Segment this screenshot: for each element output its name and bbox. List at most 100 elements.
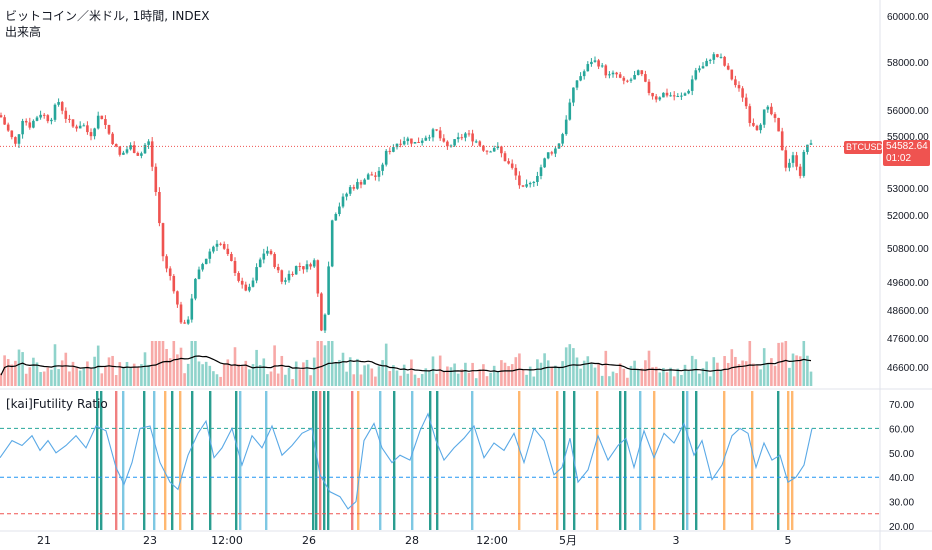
candle-body [532, 181, 536, 183]
price-tick-label: 58000.00 [887, 58, 929, 69]
volume-bar [680, 374, 683, 386]
price-tick-label: 55000.00 [887, 132, 929, 143]
volume-bar [665, 372, 669, 386]
candle-body [172, 275, 176, 292]
volume-bar [453, 363, 456, 386]
volume-bar [276, 373, 280, 386]
candle-body [0, 115, 3, 118]
futility-bar [239, 391, 242, 530]
candle-body [197, 269, 201, 279]
volume-bar [788, 367, 791, 386]
volume-bar [302, 362, 305, 386]
candle-body [683, 93, 687, 96]
futility-bar [624, 391, 627, 530]
volume-bar [352, 374, 356, 386]
candle-body [280, 270, 284, 282]
volume-bar [179, 347, 183, 386]
volume-bar [186, 363, 190, 386]
volume-bar [50, 369, 53, 386]
volume-bar [744, 361, 748, 386]
candle-body [348, 187, 352, 194]
futility-bar [323, 391, 326, 530]
volume-bar [366, 364, 370, 386]
futility-bar [115, 391, 118, 530]
candle-body [330, 220, 334, 267]
candle-body [438, 130, 442, 139]
candle-body [500, 146, 503, 154]
volume-bar [629, 365, 633, 386]
volume-bar [597, 362, 600, 386]
price-tick-label: 49600.00 [887, 278, 929, 289]
candle-body [107, 124, 111, 134]
volume-bar [802, 341, 806, 386]
candle-body [215, 243, 219, 247]
volume-bar [298, 369, 302, 386]
candle-body [244, 284, 248, 291]
volume-bar [111, 355, 114, 386]
futility-bar [357, 391, 360, 530]
volume-bar [420, 374, 424, 386]
candle-body [698, 68, 701, 71]
candle-body [276, 266, 280, 271]
candle-body [78, 125, 82, 129]
candle-body [485, 150, 489, 152]
time-tick-label: 28 [405, 534, 419, 547]
volume-bar [683, 364, 687, 386]
candle-body [129, 145, 132, 150]
volume-bar [593, 367, 597, 386]
volume-bar [446, 366, 449, 386]
candle-body [399, 143, 402, 145]
price-tick-label: 56000.00 [887, 106, 929, 117]
volume-bar [424, 368, 428, 386]
candle-body [255, 267, 258, 281]
candle-body [453, 139, 456, 146]
volume-bar [561, 361, 564, 386]
candle-body [345, 193, 348, 197]
volume-bar [75, 367, 78, 386]
candle-body [381, 164, 384, 171]
volume-bar [647, 350, 651, 386]
candle-body [82, 125, 86, 127]
candle-body [726, 65, 730, 70]
volume-bar [118, 362, 122, 386]
candle-body [392, 147, 395, 152]
candle-body [582, 71, 586, 77]
volume-bar [417, 377, 420, 386]
candle-body [39, 114, 42, 118]
candle-body [471, 133, 474, 142]
volume-bar [478, 369, 482, 386]
candle-body [496, 146, 500, 149]
volume-bar [780, 342, 784, 386]
candle-body [730, 69, 734, 80]
volume-bar [500, 360, 503, 386]
last-price-tag: 54582.64 01:02 [883, 140, 930, 166]
candle-body [158, 191, 161, 224]
candle-body [384, 150, 388, 165]
symbol-tag: BTCUSD [844, 141, 884, 154]
indicator-tick-label: 20.00 [889, 522, 914, 533]
candle-body [248, 286, 251, 291]
volume-bar [208, 365, 212, 386]
candle-body [766, 106, 770, 110]
volume-bar [42, 371, 46, 386]
volume-bar [24, 373, 28, 386]
volume-bar [582, 360, 586, 386]
time-tick-label: 5 [785, 534, 792, 547]
candle-body [395, 143, 399, 148]
candle-body [24, 120, 28, 123]
futility-bar [777, 391, 780, 530]
candle-body [377, 170, 381, 177]
candle-body [474, 141, 478, 143]
candle-body [338, 206, 341, 215]
candle-body [219, 243, 222, 245]
candle-body [168, 268, 172, 276]
volume-bar [132, 363, 136, 386]
volume-bar [395, 370, 399, 386]
volume-bar [554, 365, 557, 386]
chart-title: ビットコイン／米ドル, 1時間, INDEX [5, 9, 210, 23]
volume-bar [370, 368, 374, 386]
volume-bar [190, 341, 194, 386]
volume-bar [384, 343, 388, 386]
volume-bar [100, 373, 104, 386]
